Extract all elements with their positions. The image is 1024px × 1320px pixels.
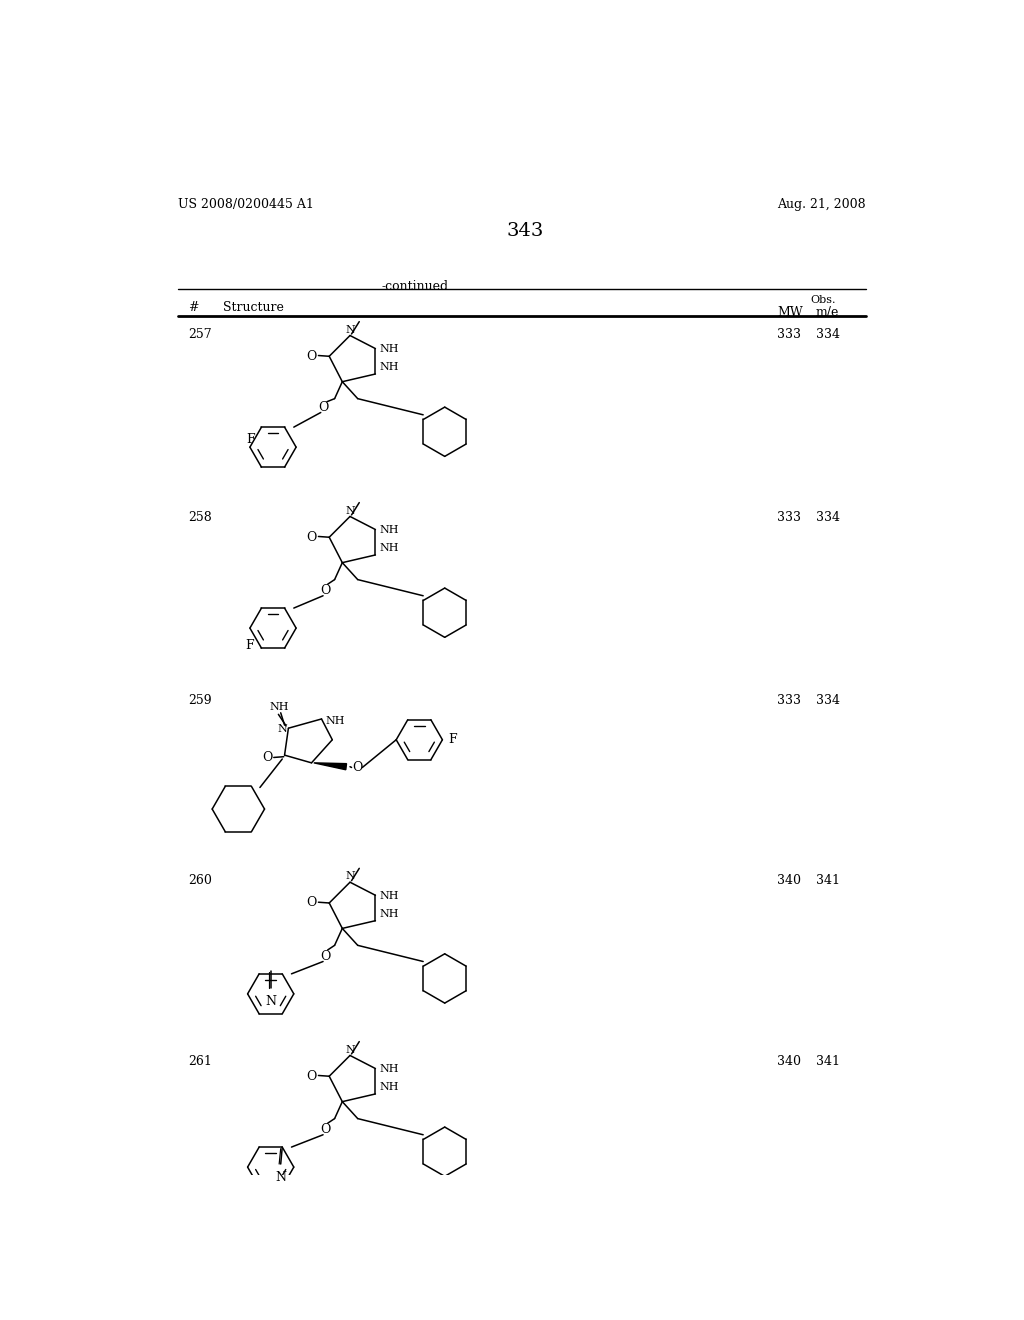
Text: m/e: m/e [816,306,840,319]
Text: 260: 260 [188,875,212,887]
Text: O: O [321,949,331,962]
Text: N: N [275,1171,287,1184]
Text: NH: NH [269,702,289,711]
Text: O: O [318,401,329,414]
Text: 261: 261 [188,1056,212,1068]
Text: #: # [188,301,199,314]
Text: N: N [345,506,355,516]
Text: O: O [262,751,272,764]
Text: N: N [265,995,276,1007]
Text: 259: 259 [188,693,212,706]
Text: 333: 333 [777,693,802,706]
Text: NH: NH [379,543,398,553]
Text: O: O [321,1123,331,1137]
Text: 334: 334 [816,693,840,706]
Text: NH: NH [379,891,398,902]
Text: F: F [247,433,255,446]
Text: MW: MW [777,306,803,319]
Text: NH: NH [379,1064,398,1074]
Text: O: O [352,760,362,774]
Text: N: N [345,871,355,882]
Text: N: N [345,325,355,335]
Text: Structure: Structure [223,301,284,314]
Text: 341: 341 [816,875,840,887]
Text: O: O [306,896,316,909]
Text: US 2008/0200445 A1: US 2008/0200445 A1 [178,198,314,211]
Text: 340: 340 [777,875,802,887]
Text: NH: NH [379,525,398,536]
Text: 258: 258 [188,511,212,524]
Text: N: N [278,723,287,734]
Polygon shape [313,763,346,770]
Text: O: O [306,350,316,363]
Text: 333: 333 [777,511,802,524]
Text: NH: NH [379,1082,398,1092]
Text: N: N [345,1044,355,1055]
Text: NH: NH [379,362,398,372]
Text: 334: 334 [816,327,840,341]
Text: 334: 334 [816,511,840,524]
Text: 343: 343 [506,222,544,239]
Text: F: F [449,733,457,746]
Text: O: O [306,531,316,544]
Text: 333: 333 [777,327,802,341]
Text: Aug. 21, 2008: Aug. 21, 2008 [777,198,866,211]
Text: -continued: -continued [382,280,449,293]
Text: NH: NH [326,715,345,726]
Text: F: F [245,639,254,652]
Text: Obs.: Obs. [810,296,836,305]
Text: O: O [306,1069,316,1082]
Text: 340: 340 [777,1056,802,1068]
Text: O: O [321,583,331,597]
Text: 257: 257 [188,327,212,341]
Text: NH: NH [379,345,398,354]
Text: 341: 341 [816,1056,840,1068]
Text: NH: NH [379,908,398,919]
